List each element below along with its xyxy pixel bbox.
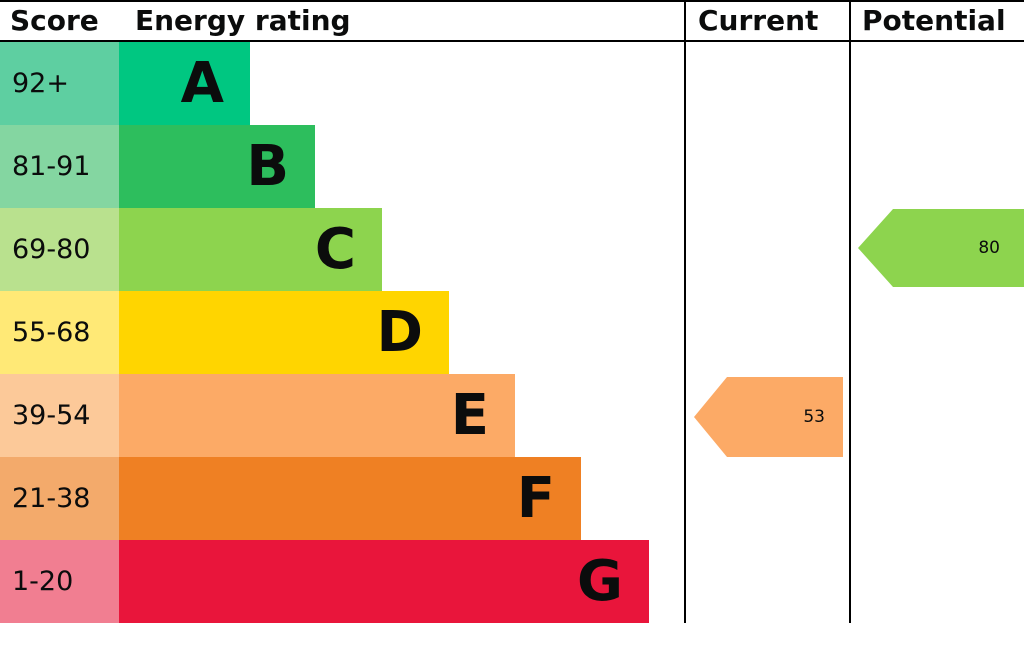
band-row-d: 55-68 D xyxy=(0,291,684,374)
divider-current-column xyxy=(684,2,686,623)
rating-bar-c: C xyxy=(119,208,382,291)
header-score: Score xyxy=(10,4,99,37)
score-range-a: 92+ xyxy=(0,42,119,125)
score-range-b: 81-91 xyxy=(0,125,119,208)
rating-bar-b: B xyxy=(119,125,315,208)
rating-bar-f: F xyxy=(119,457,581,540)
rating-letter-a: A xyxy=(180,50,224,116)
divider-potential-column xyxy=(849,2,851,623)
header-row: Score Energy rating Current Potential xyxy=(0,2,1024,42)
rating-letter-b: B xyxy=(246,133,289,199)
rating-letter-g: G xyxy=(577,548,623,614)
rating-bar-d: D xyxy=(119,291,449,374)
band-row-a: 92+ A xyxy=(0,42,684,125)
rating-letter-d: D xyxy=(376,299,423,365)
band-row-c: 69-80 C xyxy=(0,208,684,291)
rating-letter-e: E xyxy=(450,382,489,448)
band-row-g: 1-20 G xyxy=(0,540,684,623)
header-current: Current xyxy=(698,4,819,37)
current-rating-value: 53 xyxy=(803,407,825,427)
rating-bar-a: A xyxy=(119,42,250,125)
potential-rating-arrow: 80 xyxy=(858,209,1024,287)
header-potential: Potential xyxy=(862,4,1006,37)
score-range-g: 1-20 xyxy=(0,540,119,623)
score-range-c: 69-80 xyxy=(0,208,119,291)
current-rating-arrow: 53 xyxy=(694,377,843,457)
rating-bands: 92+ A 81-91 B 69-80 C 55-68 D 39-54 xyxy=(0,42,684,623)
rating-bar-e: E xyxy=(119,374,515,457)
band-row-b: 81-91 B xyxy=(0,125,684,208)
rating-letter-f: F xyxy=(516,465,555,531)
rating-letter-c: C xyxy=(314,216,356,282)
score-range-f: 21-38 xyxy=(0,457,119,540)
band-row-e: 39-54 E xyxy=(0,374,684,457)
header-energy-rating: Energy rating xyxy=(135,4,351,37)
rating-bar-g: G xyxy=(119,540,649,623)
potential-rating-value: 80 xyxy=(978,238,1000,258)
band-row-f: 21-38 F xyxy=(0,457,684,540)
score-range-d: 55-68 xyxy=(0,291,119,374)
score-range-e: 39-54 xyxy=(0,374,119,457)
